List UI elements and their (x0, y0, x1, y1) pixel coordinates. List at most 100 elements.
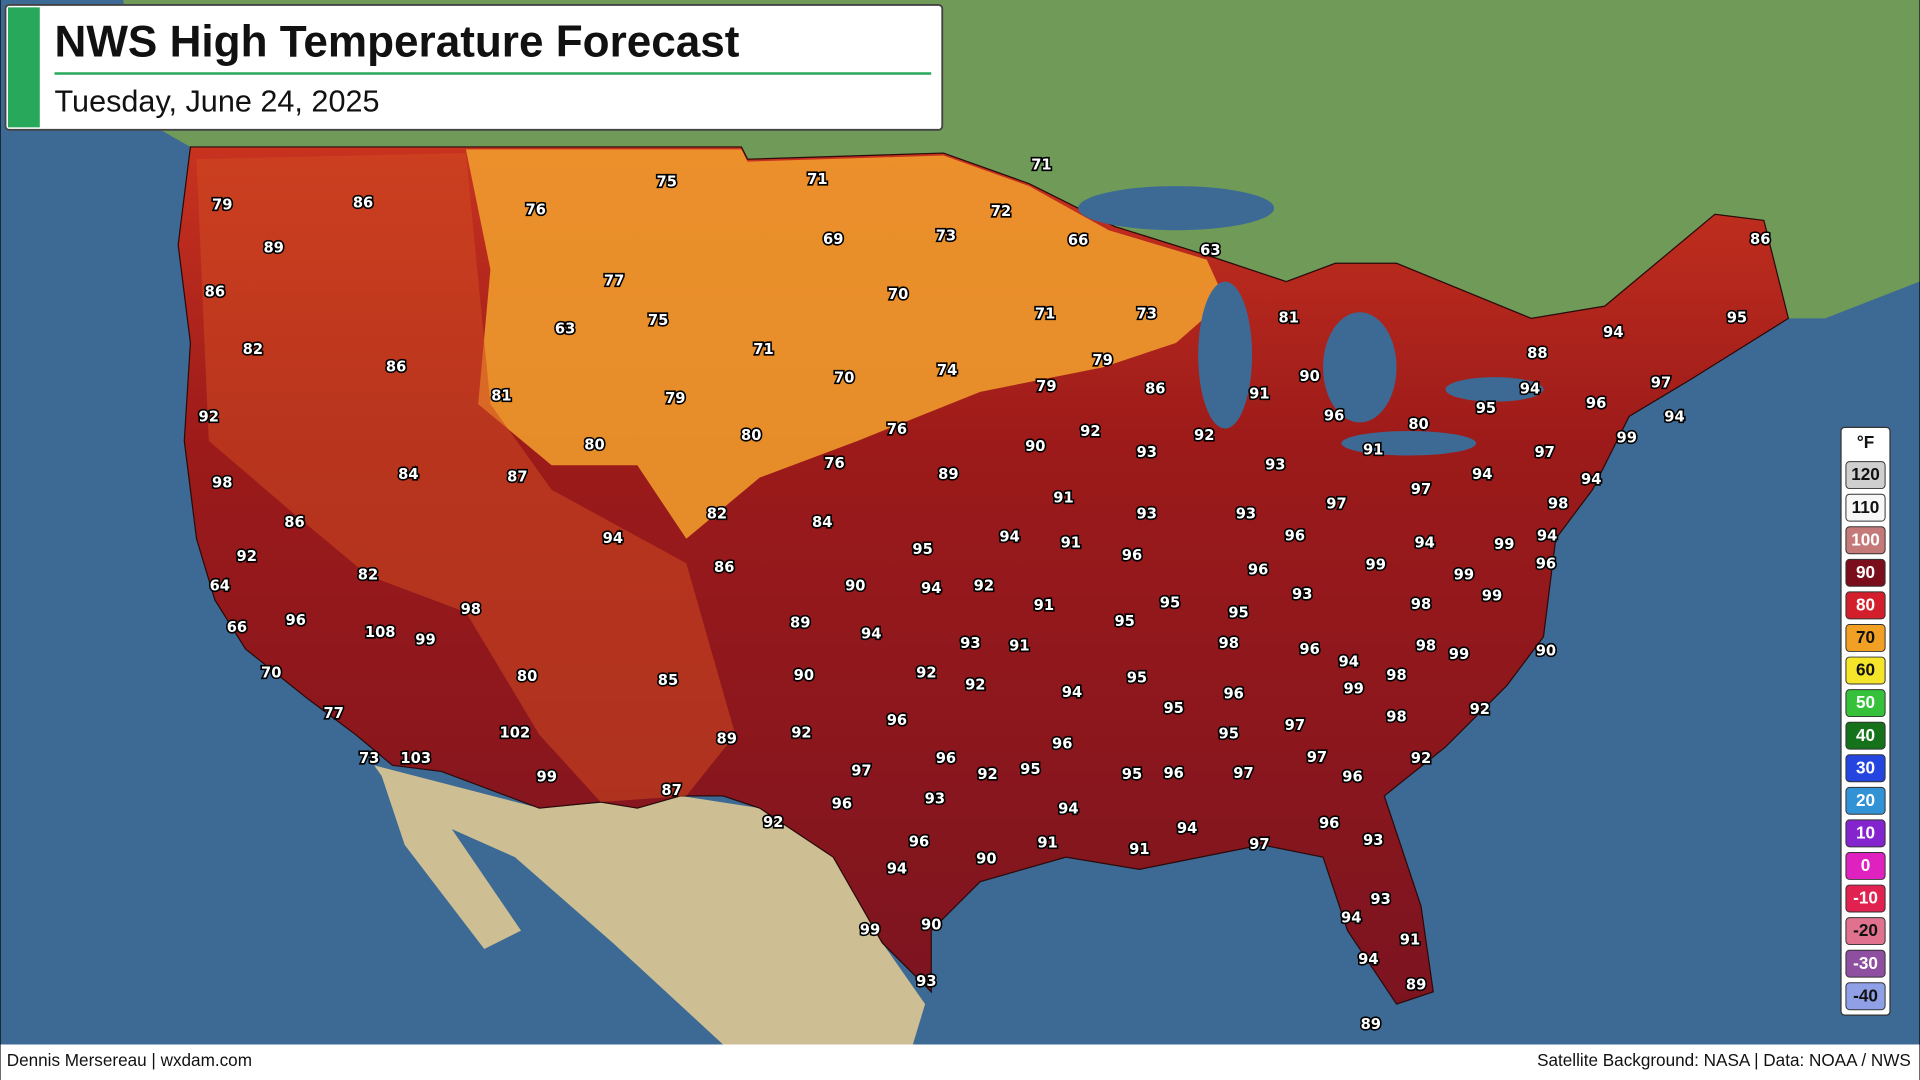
temperature-label: 77 (323, 705, 343, 722)
legend-swatch (1845, 591, 1886, 620)
header-box (4, 3, 944, 131)
temperature-label: 90 (921, 917, 941, 934)
temperature-label: 98 (1386, 709, 1406, 726)
temperature-label: 89 (263, 240, 283, 257)
temperature-label: 98 (1416, 638, 1436, 655)
northern-plains-warm-zone (465, 149, 1226, 539)
temperature-label: 69 (823, 231, 843, 248)
temperature-label: 90 (1536, 642, 1556, 659)
temperature-label: 96 (1052, 735, 1072, 752)
subtitle: Tuesday, June 24, 2025 (54, 84, 379, 118)
temperature-label: 97 (1285, 717, 1305, 734)
temperature-label: 96 (1223, 685, 1243, 702)
temperature-label: 92 (974, 578, 994, 595)
legend-swatch (1845, 949, 1886, 978)
legend-label: -30 (1853, 953, 1878, 973)
temperature-label: 92 (1080, 423, 1100, 440)
footer-credit: Dennis Mersereau | wxdam.com (7, 1050, 252, 1070)
temperature-label: 99 (1617, 429, 1637, 446)
temperature-label: 73 (359, 750, 379, 767)
temperature-label: 97 (1411, 481, 1431, 498)
temperature-label: 74 (937, 362, 957, 379)
temperature-label: 88 (1527, 345, 1547, 362)
legend-swatch (1845, 884, 1886, 913)
temperature-label: 86 (205, 284, 225, 301)
temperature-label: 94 (1058, 800, 1078, 817)
temperature-label: 93 (916, 973, 936, 990)
temperature-label: 94 (999, 529, 1019, 546)
temperature-label: 95 (1219, 726, 1239, 743)
temperature-label: 95 (1476, 400, 1496, 417)
temperature-label: 94 (1062, 684, 1082, 701)
temperature-label: 99 (1449, 646, 1469, 663)
temperature-label: 92 (977, 766, 997, 783)
temperature-label: 93 (1363, 832, 1383, 849)
legend-label: 60 (1856, 660, 1875, 680)
temperature-label: 70 (261, 664, 281, 681)
legend-label: 90 (1856, 562, 1875, 582)
temperature-label: 79 (1036, 378, 1056, 395)
temperature-label: 80 (741, 427, 761, 444)
legend-label: 50 (1856, 692, 1875, 712)
temperature-label: 86 (284, 514, 304, 531)
temperature-label: 91 (1249, 385, 1269, 402)
temperature-label: 94 (921, 580, 941, 597)
temperature-label: 96 (1536, 555, 1556, 572)
legend-label: 70 (1856, 627, 1875, 647)
temperature-label: 99 (415, 631, 435, 648)
footer-source: Satellite Background: NASA | Data: NOAA … (1537, 1050, 1911, 1070)
temperature-label: 87 (507, 469, 527, 486)
temperature-label: 91 (1129, 841, 1149, 858)
temperature-label: 93 (925, 791, 945, 808)
temperature-label: 90 (794, 667, 814, 684)
temperature-label: 97 (1307, 749, 1327, 766)
temperature-label: 66 (227, 619, 247, 636)
temperature-label: 93 (1292, 586, 1312, 603)
temperature-label: 95 (1163, 700, 1183, 717)
temperature-label: 76 (525, 202, 545, 219)
temperature-label: 96 (936, 750, 956, 767)
legend-swatch (1845, 461, 1886, 490)
temperature-label: 93 (1137, 505, 1157, 522)
temperature-label: 85 (658, 672, 678, 689)
temperature-label: 86 (1145, 380, 1165, 397)
legend: °F 1201101009080706050403020100-10-20-30… (1840, 426, 1891, 1016)
temperature-label: 96 (1342, 769, 1362, 786)
temperature-label: 89 (1361, 1016, 1381, 1033)
temperature-label: 92 (965, 677, 985, 694)
legend-swatch (1845, 526, 1886, 555)
temperature-label: 103 (400, 750, 431, 767)
temperature-labels: 79 86 89 86 82 86 81 92 84 87 98 86 92 82 64 98 96 66 108 9… (197, 155, 1772, 1035)
lake-michigan (1198, 281, 1253, 429)
temperature-label: 89 (790, 614, 810, 631)
temperature-label: 80 (584, 437, 604, 454)
temperature-label: 81 (491, 388, 511, 405)
temperature-label: 94 (861, 625, 881, 642)
temperature-label: 82 (358, 567, 378, 584)
temperature-label: 91 (1363, 442, 1383, 459)
title: NWS High Temperature Forecast (54, 17, 739, 66)
legend-label: 10 (1856, 823, 1875, 843)
temperature-label: 97 (1233, 765, 1253, 782)
temperature-label: 91 (1061, 535, 1081, 552)
legend-label: 40 (1856, 725, 1875, 745)
temperature-label: 90 (976, 851, 996, 868)
temperature-label: 99 (1365, 557, 1385, 574)
temperature-label: 91 (1400, 931, 1420, 948)
temperature-label: 92 (791, 724, 811, 741)
temperature-label: 92 (916, 664, 936, 681)
temperature-label: 98 (1219, 635, 1239, 652)
temperature-label: 98 (1411, 596, 1431, 613)
temperature-label: 95 (1127, 669, 1147, 686)
temperature-label: 89 (717, 731, 737, 748)
legend-swatch (1845, 721, 1886, 750)
legend-swatch (1845, 656, 1886, 685)
temperature-label: 97 (1651, 374, 1671, 391)
temperature-label: 77 (604, 273, 624, 290)
legend-label: 110 (1852, 497, 1880, 517)
temperature-label: 95 (1020, 761, 1040, 778)
temperature-label: 79 (212, 197, 232, 214)
temperature-label: 97 (1534, 444, 1554, 461)
temperature-label: 86 (1750, 231, 1770, 248)
legend-swatch (1845, 819, 1886, 848)
